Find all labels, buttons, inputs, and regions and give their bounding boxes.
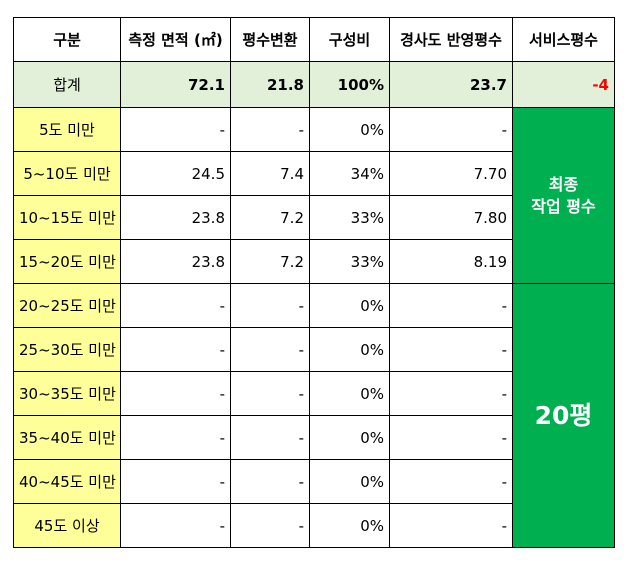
total-ratio: 100%: [309, 61, 390, 108]
row-pyeong: -: [230, 283, 310, 328]
row-adjusted: -: [389, 371, 513, 416]
row-category: 40~45도 미만: [13, 459, 121, 504]
table-row: 5~10도 미만 24.5 7.4 34% 7.70: [13, 151, 615, 196]
header-composition-ratio: 구성비: [309, 17, 390, 62]
header-row: 구분 측정 면적 (㎡) 평수변환 구성비 경사도 반영평수 서비스평수: [13, 17, 615, 62]
row-ratio: 33%: [309, 239, 390, 284]
row-ratio: 0%: [309, 107, 390, 152]
row-adjusted: 7.70: [389, 151, 513, 196]
row-area: -: [120, 107, 231, 152]
row-adjusted: -: [389, 503, 513, 548]
table-row: 45도 이상 - - 0% -: [13, 503, 615, 548]
table-row: 15~20도 미만 23.8 7.2 33% 8.19: [13, 239, 615, 284]
row-category: 30~35도 미만: [13, 371, 121, 416]
row-area: -: [120, 415, 231, 460]
row-area: -: [120, 371, 231, 416]
table-row: 35~40도 미만 - - 0% -: [13, 415, 615, 460]
slope-area-table: 구분 측정 면적 (㎡) 평수변환 구성비 경사도 반영평수 서비스평수 합계 …: [13, 17, 615, 548]
row-ratio: 0%: [309, 459, 390, 504]
row-pyeong: -: [230, 371, 310, 416]
row-category: 20~25도 미만: [13, 283, 121, 328]
row-adjusted: 7.80: [389, 195, 513, 240]
total-area: 72.1: [120, 61, 231, 108]
row-adjusted: -: [389, 459, 513, 504]
row-adjusted: -: [389, 107, 513, 152]
row-area: -: [120, 283, 231, 328]
row-ratio: 0%: [309, 327, 390, 372]
final-value-cell: 20평: [512, 283, 615, 548]
row-pyeong: -: [230, 459, 310, 504]
row-area: 23.8: [120, 239, 231, 284]
row-ratio: 34%: [309, 151, 390, 196]
row-category: 35~40도 미만: [13, 415, 121, 460]
row-area: -: [120, 327, 231, 372]
final-label-line1: 최종: [548, 174, 579, 194]
row-area: -: [120, 459, 231, 504]
row-ratio: 33%: [309, 195, 390, 240]
table-row: 5도 미만 - - 0% - 최종 작업 평수: [13, 107, 615, 284]
row-adjusted: -: [389, 327, 513, 372]
row-ratio: 0%: [309, 283, 390, 328]
row-category: 5~10도 미만: [13, 151, 121, 196]
table-row: 25~30도 미만 - - 0% -: [13, 327, 615, 372]
header-slope-adjusted: 경사도 반영평수: [389, 17, 513, 62]
table-row: 20~25도 미만 - - 0% - 20평: [13, 283, 615, 548]
row-category: 15~20도 미만: [13, 239, 121, 284]
row-adjusted: 8.19: [389, 239, 513, 284]
row-pyeong: 7.2: [230, 195, 310, 240]
row-area: 24.5: [120, 151, 231, 196]
header-measured-area: 측정 면적 (㎡): [120, 17, 231, 62]
row-category: 10~15도 미만: [13, 195, 121, 240]
row-pyeong: -: [230, 327, 310, 372]
row-adjusted: -: [389, 283, 513, 328]
row-pyeong: -: [230, 107, 310, 152]
row-area: 23.8: [120, 195, 231, 240]
table-row: 10~15도 미만 23.8 7.2 33% 7.80: [13, 195, 615, 240]
total-service: -4: [512, 61, 615, 108]
row-area: -: [120, 503, 231, 548]
row-category: 5도 미만: [13, 107, 121, 152]
row-pyeong: 7.4: [230, 151, 310, 196]
row-ratio: 0%: [309, 415, 390, 460]
header-pyeong-conversion: 평수변환: [230, 17, 310, 62]
row-ratio: 0%: [309, 371, 390, 416]
total-adjusted: 23.7: [389, 61, 513, 108]
row-pyeong: 7.2: [230, 239, 310, 284]
total-row: 합계 72.1 21.8 100% 23.7 -4: [13, 61, 615, 108]
header-service-pyeong: 서비스평수: [512, 17, 615, 62]
row-category: 25~30도 미만: [13, 327, 121, 372]
row-ratio: 0%: [309, 503, 390, 548]
total-pyeong: 21.8: [230, 61, 310, 108]
row-category: 45도 이상: [13, 503, 121, 548]
table-row: 40~45도 미만 - - 0% -: [13, 459, 615, 504]
row-pyeong: -: [230, 415, 310, 460]
header-category: 구분: [13, 17, 121, 62]
total-label: 합계: [13, 61, 121, 108]
final-label-line2: 작업 평수: [531, 196, 596, 216]
row-adjusted: -: [389, 415, 513, 460]
final-work-area-cell: 최종 작업 평수: [512, 107, 615, 284]
row-pyeong: -: [230, 503, 310, 548]
